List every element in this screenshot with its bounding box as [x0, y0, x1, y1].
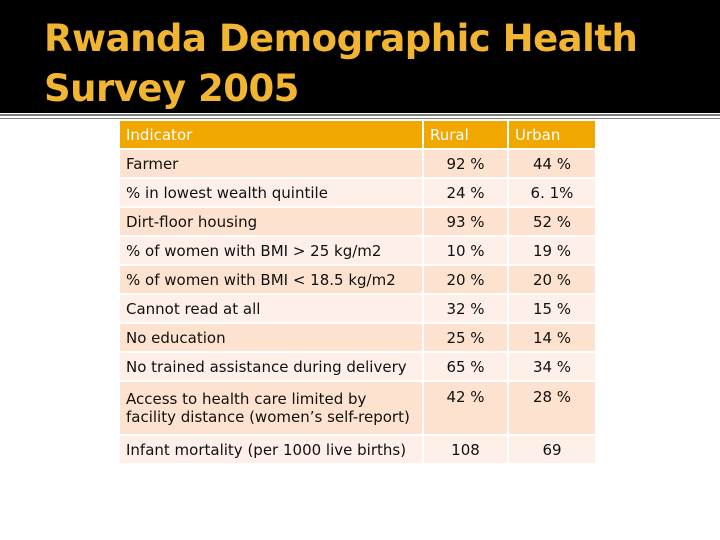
- table-row: % in lowest wealth quintile 24 % 6. 1%: [120, 179, 595, 206]
- table-row: % of women with BMI < 18.5 kg/m2 20 % 20…: [120, 266, 595, 293]
- slide-title-line-2: Survey 2005: [44, 67, 299, 110]
- cell-indicator: % of women with BMI > 25 kg/m2: [120, 237, 422, 264]
- cell-urban: 28 %: [507, 382, 595, 434]
- cell-urban: 19 %: [507, 237, 595, 264]
- cell-rural: 20 %: [422, 266, 507, 293]
- cell-urban: 14 %: [507, 324, 595, 351]
- cell-indicator: % of women with BMI < 18.5 kg/m2: [120, 266, 422, 293]
- cell-rural: 65 %: [422, 353, 507, 380]
- cell-urban: 6. 1%: [507, 179, 595, 206]
- table-header-row: Indicator Rural Urban: [120, 121, 595, 148]
- table-row: % of women with BMI > 25 kg/m2 10 % 19 %: [120, 237, 595, 264]
- cell-indicator: Dirt-floor housing: [120, 208, 422, 235]
- cell-rural: 24 %: [422, 179, 507, 206]
- cell-rural: 25 %: [422, 324, 507, 351]
- table-row: No education 25 % 14 %: [120, 324, 595, 351]
- cell-urban: 44 %: [507, 150, 595, 177]
- cell-indicator: Cannot read at all: [120, 295, 422, 322]
- cell-rural: 32 %: [422, 295, 507, 322]
- title-divider: [0, 114, 720, 116]
- table-row: Farmer 92 % 44 %: [120, 150, 595, 177]
- cell-rural: 10 %: [422, 237, 507, 264]
- header-urban: Urban: [507, 121, 595, 148]
- cell-urban: 52 %: [507, 208, 595, 235]
- cell-indicator: No education: [120, 324, 422, 351]
- cell-urban: 34 %: [507, 353, 595, 380]
- table-row: Infant mortality (per 1000 live births) …: [120, 436, 595, 463]
- cell-indicator: No trained assistance during delivery: [120, 353, 422, 380]
- header-indicator: Indicator: [120, 121, 422, 148]
- cell-urban: 20 %: [507, 266, 595, 293]
- cell-indicator: Infant mortality (per 1000 live births): [120, 436, 422, 463]
- table-row: No trained assistance during delivery 65…: [120, 353, 595, 380]
- slide-title-line-1: Rwanda Demographic Health: [44, 17, 638, 60]
- cell-rural: 93 %: [422, 208, 507, 235]
- table-row: Dirt-floor housing 93 % 52 %: [120, 208, 595, 235]
- data-table: Indicator Rural Urban Farmer 92 % 44 % %…: [120, 119, 595, 465]
- cell-rural: 108: [422, 436, 507, 463]
- cell-rural: 92 %: [422, 150, 507, 177]
- cell-indicator: Farmer: [120, 150, 422, 177]
- header-rural: Rural: [422, 121, 507, 148]
- title-divider-thin: [0, 118, 720, 119]
- cell-indicator: Access to health care limited by facilit…: [120, 382, 422, 434]
- slide-title: Rwanda Demographic Health Survey 2005: [44, 14, 638, 114]
- cell-urban: 15 %: [507, 295, 595, 322]
- cell-indicator: % in lowest wealth quintile: [120, 179, 422, 206]
- cell-urban: 69: [507, 436, 595, 463]
- table-row: Cannot read at all 32 % 15 %: [120, 295, 595, 322]
- table-row: Access to health care limited by facilit…: [120, 382, 595, 434]
- cell-rural: 42 %: [422, 382, 507, 434]
- title-bar: Rwanda Demographic Health Survey 2005: [0, 0, 720, 113]
